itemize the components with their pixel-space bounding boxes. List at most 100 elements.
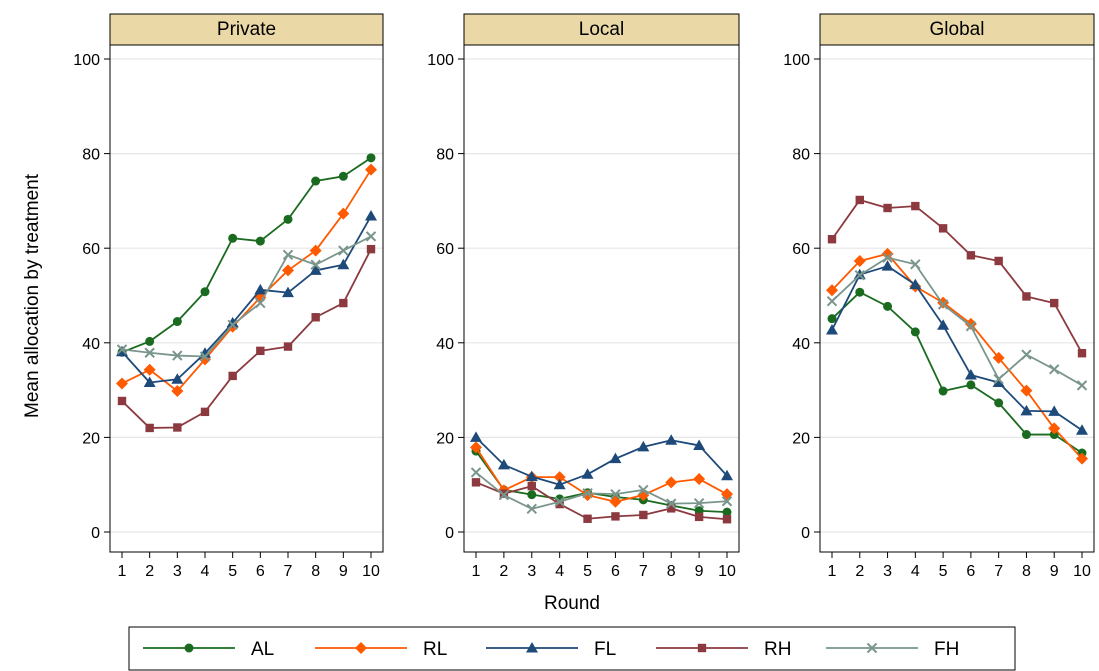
data-point-rh [611, 512, 620, 521]
y-tick-label: 20 [82, 430, 100, 447]
data-point-fh [255, 297, 266, 309]
data-point-rl [1020, 384, 1033, 397]
legend-item-al: AL [143, 639, 274, 660]
legend-marker [526, 642, 538, 653]
data-point-fh [638, 484, 649, 496]
legend-label: FH [934, 639, 959, 660]
series-rl [826, 247, 1088, 465]
data-point-fl [693, 439, 706, 450]
data-point-rl [992, 351, 1005, 364]
data-point-al [311, 176, 321, 186]
data-point-fl [337, 258, 350, 270]
x-tick-label: 8 [311, 563, 320, 580]
data-point-fh [338, 245, 349, 256]
data-point-rl [853, 254, 866, 267]
x-tick-label: 2 [145, 563, 154, 580]
data-point-al [1049, 430, 1059, 440]
legend-label: RL [423, 639, 447, 660]
data-point-fh [1076, 380, 1088, 391]
series-line-rh [121, 248, 372, 429]
data-point-rh [499, 489, 509, 498]
data-point-rh [994, 256, 1003, 266]
data-point-fh [365, 231, 377, 242]
y-tick-label: 0 [445, 525, 454, 542]
data-point-fl [309, 264, 322, 275]
x-tick-label: 6 [611, 563, 620, 580]
y-tick-label: 100 [783, 52, 810, 69]
x-tick-label: 5 [228, 563, 237, 580]
series-rl [470, 441, 733, 508]
data-point-rl [171, 385, 184, 398]
data-point-rh [527, 481, 536, 491]
x-tick-label: 9 [695, 563, 704, 580]
plot-frame [819, 44, 1095, 553]
data-point-rh [256, 346, 265, 356]
data-point-al [827, 314, 837, 324]
data-point-fh [310, 259, 321, 270]
data-point-fl [254, 283, 267, 295]
x-tick-label: 7 [639, 563, 648, 580]
x-tick-label: 6 [966, 563, 975, 580]
y-tick-label: 40 [82, 336, 100, 353]
panel-local: Local 0 20 40 60 80 100 1 2 3 4 5 6 7 8 9 10 [427, 13, 740, 580]
x-tick-label: 10 [718, 563, 736, 580]
data-point-fl [909, 278, 922, 290]
data-point-fh [965, 321, 977, 332]
data-point-fh [116, 344, 128, 355]
legend-item-rh: RH [656, 639, 791, 660]
data-point-rh [583, 514, 592, 523]
y-tick-label: 40 [792, 336, 810, 353]
panel-title: Local [579, 19, 624, 40]
data-point-fl [553, 478, 566, 490]
legend-label: RH [764, 639, 791, 660]
series-al [117, 153, 376, 357]
series-fh [116, 231, 377, 362]
data-point-rl [282, 264, 294, 277]
series-line-rl [831, 252, 1083, 460]
data-point-fl [1076, 424, 1088, 435]
series-line-al [121, 157, 372, 354]
data-point-fl [199, 347, 211, 358]
data-point-fh [693, 497, 705, 509]
data-point-fh [610, 488, 621, 500]
series-line-fl [831, 265, 1083, 432]
data-point-rl [693, 473, 706, 486]
data-point-fl [525, 470, 538, 482]
data-point-rh [855, 195, 864, 205]
series-rl [116, 163, 377, 398]
x-tick-label: 5 [583, 563, 592, 580]
data-point-fh [554, 496, 565, 507]
data-point-rl [1048, 422, 1061, 435]
data-point-fl [497, 458, 510, 470]
x-axis-title: Round [544, 593, 600, 614]
data-point-al [200, 287, 210, 297]
data-point-al [966, 380, 976, 390]
data-point-fh [227, 319, 238, 331]
legend-label: AL [251, 639, 274, 660]
data-point-al [366, 153, 376, 163]
x-tick-label: 1 [118, 563, 127, 580]
series-fl [470, 431, 733, 490]
data-point-fl [470, 431, 482, 442]
y-tick-label: 60 [82, 241, 100, 258]
plot-frame [463, 44, 740, 553]
data-point-fl [937, 319, 950, 330]
data-point-rh [639, 510, 648, 520]
data-point-al [722, 507, 732, 517]
x-tick-label: 2 [855, 563, 864, 580]
data-point-fh [582, 488, 593, 499]
data-point-fl [282, 286, 294, 298]
data-point-rh [966, 251, 976, 260]
x-tick-label: 3 [883, 563, 892, 580]
data-point-fh [199, 351, 211, 362]
y-axis-title: Mean allocation by treatment [22, 173, 43, 418]
data-point-al [910, 327, 920, 337]
series-al [827, 287, 1087, 458]
data-point-rh [1077, 349, 1087, 358]
data-point-rl [881, 247, 894, 260]
data-point-fh [526, 503, 537, 515]
y-tick-label: 0 [91, 525, 100, 542]
y-tick-label: 80 [792, 147, 810, 164]
data-point-fl [226, 316, 239, 328]
